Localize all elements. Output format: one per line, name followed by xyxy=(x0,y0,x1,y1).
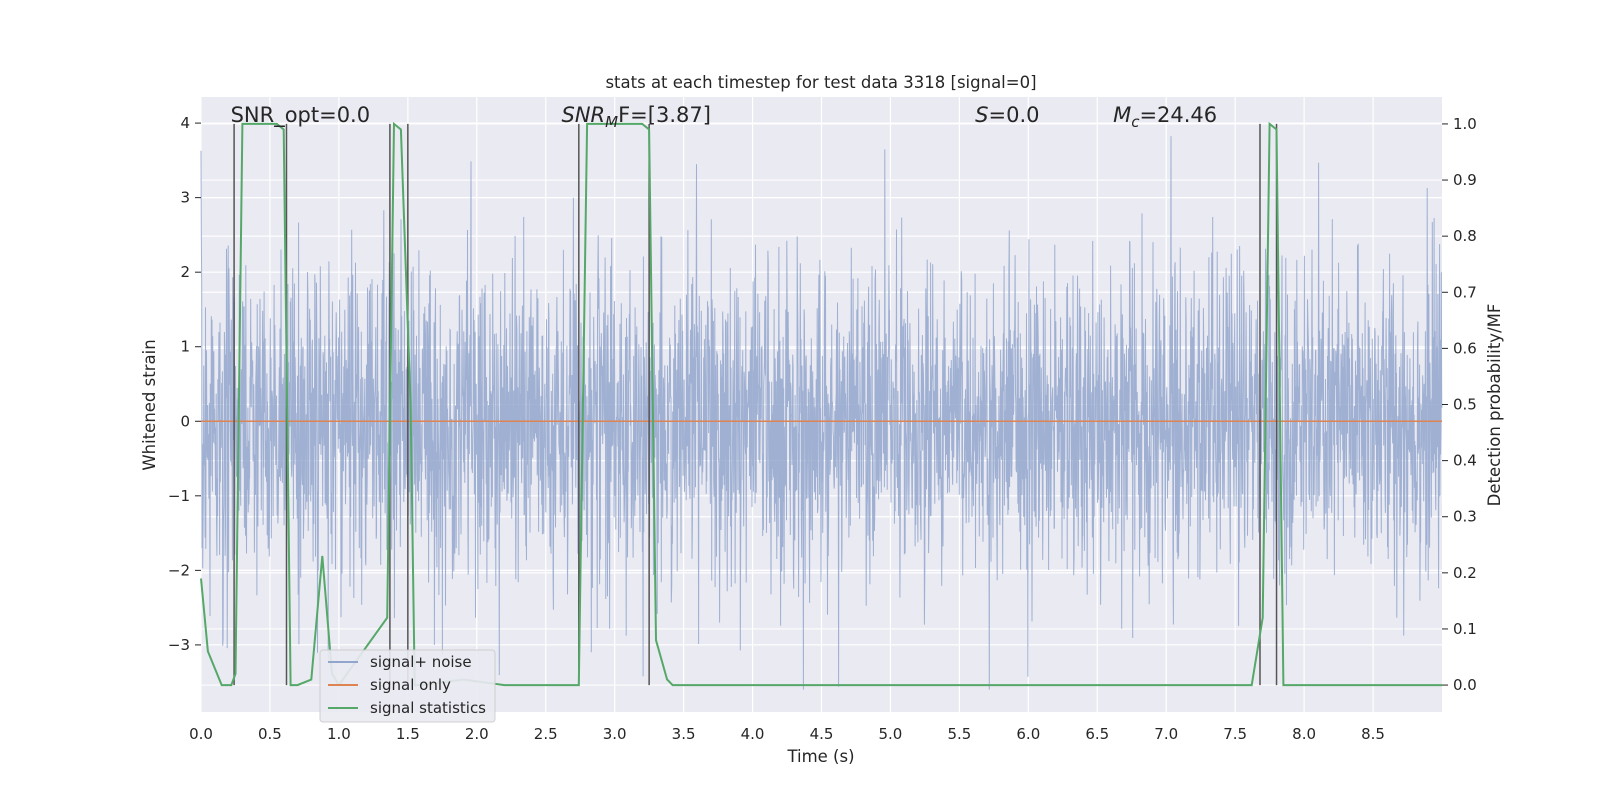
y2-tick-label: 0.3 xyxy=(1453,508,1477,526)
y-tick-label: 0 xyxy=(180,412,190,430)
signal-statistics-line xyxy=(200,121,1442,687)
y-tick-label: −3 xyxy=(168,636,190,654)
x-tick-label: 8.5 xyxy=(1361,725,1385,743)
x-tick-label: 8.0 xyxy=(1292,725,1316,743)
x-tick-label: 3.5 xyxy=(672,725,696,743)
x-tick-label: 5.5 xyxy=(947,725,971,743)
y2-tick-label: 0.1 xyxy=(1453,620,1477,638)
annotation-text: SNR_opt=0.0 xyxy=(231,103,371,128)
x-tick-label: 0.0 xyxy=(189,725,213,743)
y-axis-label: Whitened strain xyxy=(140,339,159,470)
y2-tick-label: 1.0 xyxy=(1453,115,1477,133)
x-tick-label: 7.0 xyxy=(1154,725,1178,743)
x-tick-label: 6.0 xyxy=(1016,725,1040,743)
x-tick-label: 2.5 xyxy=(534,725,558,743)
x-tick-label: 2.0 xyxy=(465,725,489,743)
y2-tick-label: 0.5 xyxy=(1453,396,1477,414)
y2-tick-label: 0.8 xyxy=(1453,227,1477,245)
y-tick-label: −1 xyxy=(168,487,190,505)
y2-tick-label: 0.7 xyxy=(1453,283,1477,301)
y2-axis-label: Detection probability/MF xyxy=(1485,304,1504,507)
annotations: SNR_opt=0.0 SNRMF=[3.87] S=0.0 Mc=24.46 xyxy=(231,103,1218,131)
legend-label-statistics: signal statistics xyxy=(370,699,486,717)
y-tick-label: 2 xyxy=(180,263,190,281)
y2-tick-label: 0.6 xyxy=(1453,339,1477,357)
x-tick-label: 4.0 xyxy=(741,725,765,743)
y2-tick-label: 0.9 xyxy=(1453,171,1477,189)
legend: signal+ noise signal only signal statist… xyxy=(319,649,496,723)
y-tick-label: 4 xyxy=(180,114,190,132)
x-tick-label: 6.5 xyxy=(1085,725,1109,743)
x-tick-label: 1.5 xyxy=(396,725,420,743)
annotation-text: S=0.0 xyxy=(975,103,1039,127)
annotation-text: Mc=24.46 xyxy=(1113,103,1217,131)
y2-ticks: 1.0 0.9 0.8 0.7 0.6 0.5 0.4 0.3 0.2 0.1 0.0 xyxy=(1442,115,1477,694)
y2-tick-label: 0.0 xyxy=(1453,676,1477,694)
chart-title: stats at each timestep for test data 331… xyxy=(605,73,1036,92)
x-tick-label: 7.5 xyxy=(1223,725,1247,743)
y-tick-label: −2 xyxy=(168,561,190,579)
y-tick-label: 1 xyxy=(180,338,190,356)
grid xyxy=(200,97,1442,712)
x-tick-label: 3.0 xyxy=(603,725,627,743)
annotation-text: SNRMF=[3.87] xyxy=(562,103,711,131)
y2-tick-label: 0.4 xyxy=(1453,452,1477,470)
y2-tick-label: 0.2 xyxy=(1453,564,1477,582)
y-tick-label: 3 xyxy=(180,189,190,207)
legend-label-noise: signal+ noise xyxy=(370,653,472,671)
x-tick-label: 1.0 xyxy=(327,725,351,743)
x-tick-label: 4.5 xyxy=(810,725,834,743)
x-ticks: 0.0 0.5 1.0 1.5 2.0 2.5 3.0 3.5 4.0 4.5 5.0 5.5 6.0 6… xyxy=(189,725,1385,743)
x-tick-label: 5.0 xyxy=(879,725,903,743)
x-axis-label: Time (s) xyxy=(786,747,854,766)
x-tick-label: 0.5 xyxy=(258,725,282,743)
legend-box xyxy=(319,649,496,723)
legend-label-signal-only: signal only xyxy=(370,676,451,694)
y-ticks: 4 3 2 1 0 −1 −2 −3 xyxy=(168,114,201,654)
